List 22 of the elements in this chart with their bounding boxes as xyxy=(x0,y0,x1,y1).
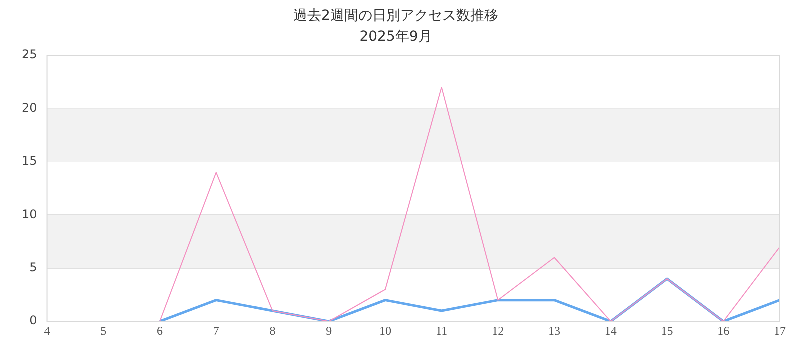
y-tick-label: 0 xyxy=(30,314,38,328)
x-tick-label: 4 xyxy=(44,324,50,338)
x-tick-label: 5 xyxy=(100,324,107,338)
y-tick-label: 5 xyxy=(30,260,38,275)
y-tick-label: 25 xyxy=(22,48,38,62)
chart-title: 過去2週間の日別アクセス数推移 xyxy=(294,8,498,24)
x-tick-label: 8 xyxy=(270,324,276,338)
y-tick-label: 10 xyxy=(22,207,38,222)
x-tick-label: 9 xyxy=(326,324,332,338)
chart-subtitle: 2025年9月 xyxy=(360,28,432,45)
x-tick-label: 12 xyxy=(492,324,504,338)
x-tick-label: 14 xyxy=(604,324,617,338)
y-tick-label: 15 xyxy=(22,154,38,168)
x-tick-label: 7 xyxy=(213,324,220,338)
x-tick-label: 15 xyxy=(661,324,674,338)
x-tick-label: 11 xyxy=(436,324,448,338)
x-tick-label: 13 xyxy=(548,324,561,338)
x-tick-label: 16 xyxy=(718,324,730,338)
x-tick-label: 17 xyxy=(774,324,786,338)
y-tick-label: 20 xyxy=(22,100,38,115)
x-tick-label: 10 xyxy=(379,324,392,338)
x-tick-label: 6 xyxy=(156,324,163,338)
